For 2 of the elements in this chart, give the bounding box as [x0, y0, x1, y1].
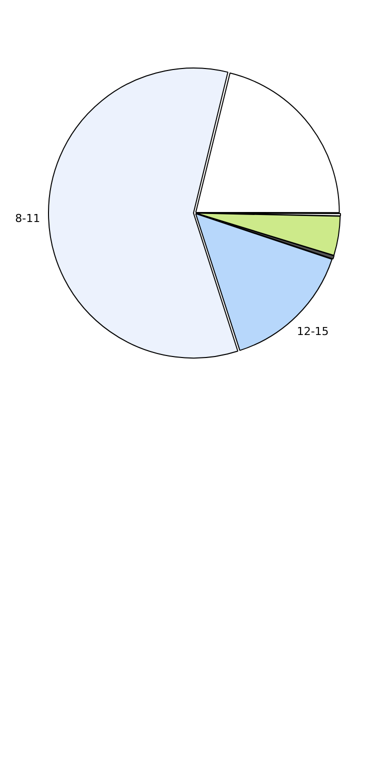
- slice-label: 8-11: [15, 212, 40, 225]
- slice-label: 12-15: [296, 324, 329, 338]
